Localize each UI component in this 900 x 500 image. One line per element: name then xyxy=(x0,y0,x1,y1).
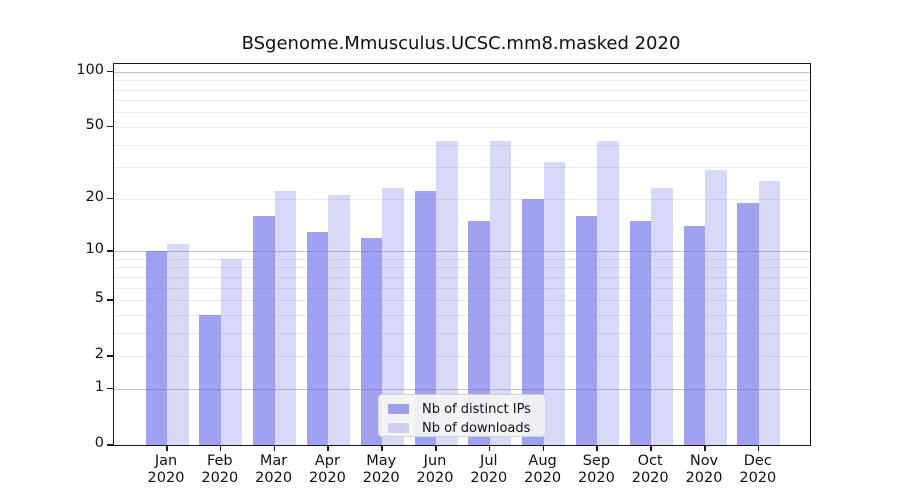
downloads-bar-jan xyxy=(167,244,189,445)
distinct-ips-bar-feb xyxy=(199,314,221,445)
distinct-ips-bar-jul xyxy=(468,220,490,445)
y-tick-label-20: 20 xyxy=(85,188,104,205)
downloads-bar-oct xyxy=(651,187,673,445)
y-tick-20 xyxy=(107,197,113,200)
x-tick-feb xyxy=(219,445,222,451)
gridline-minor-80 xyxy=(114,89,810,91)
gridline-minor-7 xyxy=(114,276,810,278)
gridline-minor-70 xyxy=(114,100,810,102)
x-tick-apr xyxy=(327,445,329,451)
gridline-minor-9 xyxy=(114,258,810,260)
x-tick-label-oct: Oct 2020 xyxy=(631,453,669,486)
y-tick-50 xyxy=(107,125,113,128)
downloads-bar-sep xyxy=(597,140,619,445)
y-tick-1 xyxy=(107,387,113,390)
distinct-ips-bar-may xyxy=(360,237,383,445)
gridline-minor-6 xyxy=(114,287,810,289)
downloads-bar-nov xyxy=(705,169,727,445)
x-tick-label-jan: Jan 2020 xyxy=(147,453,185,486)
x-tick-mar xyxy=(273,445,276,451)
x-tick-jul xyxy=(488,445,491,451)
y-tick-label-10: 10 xyxy=(85,241,104,257)
x-tick-jun xyxy=(435,445,437,451)
gridline-decade-100 xyxy=(114,71,810,73)
gridline-minor-3 xyxy=(114,332,810,334)
y-tick-10 xyxy=(107,250,113,252)
downloads-bar-aug xyxy=(543,162,566,445)
gridline-minor-30 xyxy=(114,167,810,169)
x-tick-sep xyxy=(596,445,598,451)
downloads-bar-feb xyxy=(220,258,243,445)
x-tick-label-nov: Nov 2020 xyxy=(685,453,723,486)
x-tick-dec xyxy=(757,445,760,451)
legend-entry-distinct-ips: Nb of distinct IPs xyxy=(379,400,545,418)
downloads-swatch xyxy=(388,423,409,433)
y-tick-label-0: 0 xyxy=(94,435,104,451)
gridline-minor-8 xyxy=(114,267,810,269)
x-tick-label-may: May 2020 xyxy=(362,453,400,486)
y-tick-0 xyxy=(107,444,113,446)
distinct-ips-bar-aug xyxy=(522,198,544,445)
x-tick-label-dec: Dec 2020 xyxy=(739,453,777,486)
x-tick-jan xyxy=(166,445,168,451)
distinct-ips-bar-oct xyxy=(629,220,652,445)
downloads-bar-dec xyxy=(758,181,781,445)
y-tick-5 xyxy=(107,299,113,301)
downloads-bar-apr xyxy=(328,194,350,445)
gridline-minor-60 xyxy=(114,112,810,114)
distinct-ips-swatch xyxy=(388,404,409,414)
downloads-bar-may xyxy=(382,187,404,445)
y-tick-label-2: 2 xyxy=(94,346,104,363)
y-tick-100 xyxy=(107,70,113,73)
y-tick-label-1: 1 xyxy=(94,378,104,395)
legend-entry-downloads: Nb of downloads xyxy=(379,419,545,437)
plot-area: Nb of distinct IPs Nb of downloads xyxy=(113,63,811,446)
distinct-ips-bar-sep xyxy=(575,215,598,445)
x-tick-label-jun: Jun 2020 xyxy=(416,453,454,486)
distinct-ips-bar-dec xyxy=(737,202,759,445)
y-tick-2 xyxy=(107,355,113,357)
downloads-bar-jun xyxy=(436,140,458,445)
x-tick-label-aug: Aug 2020 xyxy=(524,453,562,486)
downloads-bar-mar xyxy=(274,191,297,445)
gridline-decade-1 xyxy=(114,388,810,390)
distinct-ips-bar-nov xyxy=(683,225,705,445)
gridline-minor-20 xyxy=(114,198,810,200)
legend-label-distinct-ips: Nb of distinct IPs xyxy=(422,401,531,417)
legend: Nb of distinct IPs Nb of downloads xyxy=(378,394,546,437)
x-tick-label-feb: Feb 2020 xyxy=(201,453,239,486)
x-tick-aug xyxy=(542,445,545,451)
y-tick-label-50: 50 xyxy=(85,116,104,133)
distinct-ips-bar-jun xyxy=(414,191,436,445)
gridline-minor-5 xyxy=(114,300,810,301)
chart-title: BSgenome.Mmusculus.UCSC.mm8.masked 2020 xyxy=(241,33,681,54)
gridline-decade-10 xyxy=(114,251,810,252)
downloads-bar-jul xyxy=(489,140,512,445)
distinct-ips-bar-jan xyxy=(145,251,167,445)
gridline-minor-90 xyxy=(114,80,810,82)
x-tick-label-jul: Jul 2020 xyxy=(470,453,508,486)
y-tick-label-5: 5 xyxy=(94,290,104,306)
x-tick-may xyxy=(381,445,383,451)
gridline-minor-2 xyxy=(114,356,810,358)
x-tick-label-apr: Apr 2020 xyxy=(308,453,346,486)
distinct-ips-bar-mar xyxy=(253,215,275,445)
gridline-minor-50 xyxy=(114,126,810,128)
x-tick-oct xyxy=(650,445,652,451)
y-tick-label-100: 100 xyxy=(76,61,104,78)
x-tick-label-mar: Mar 2020 xyxy=(255,453,293,486)
x-tick-label-sep: Sep 2020 xyxy=(577,453,615,486)
gridline-minor-40 xyxy=(114,144,810,146)
gridline-minor-4 xyxy=(114,314,810,316)
distinct-ips-bar-apr xyxy=(306,231,329,445)
x-tick-nov xyxy=(704,445,706,451)
legend-label-downloads: Nb of downloads xyxy=(422,420,531,436)
